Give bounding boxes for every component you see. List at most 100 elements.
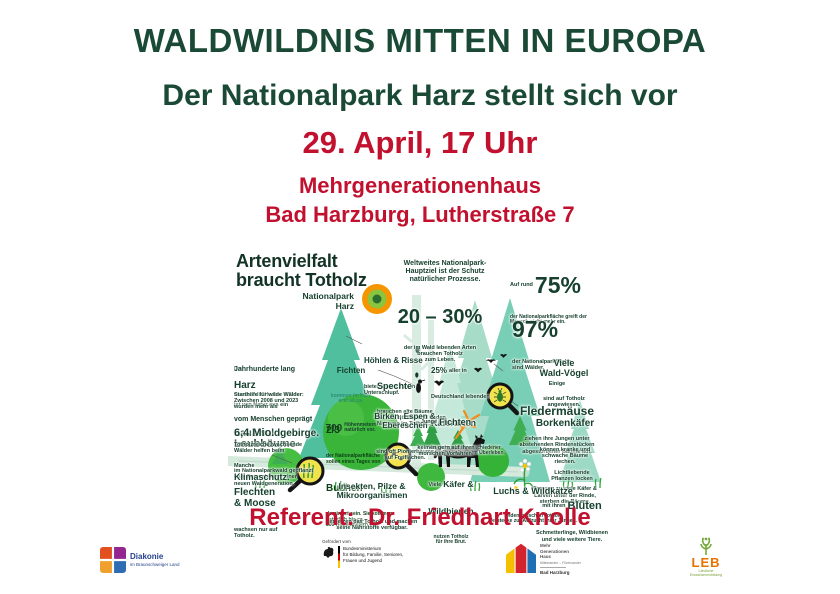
leb-name: LEB: [691, 555, 721, 570]
beech-s1: der Nationalparkfläche sollen eines Tage…: [326, 453, 381, 465]
mgh-tagline: Miteinander – Füreinander: [540, 560, 582, 565]
birds-head: Viele Wald-Vögel: [539, 357, 589, 378]
centuries-s2: und verändert.: [234, 441, 273, 448]
beech-sub: dominiert sein. Sie kommen natürlich bis…: [326, 511, 393, 529]
stat-97-value: 97%: [512, 315, 559, 342]
beetles-25-s1: aller in: [449, 368, 467, 375]
young-spruce-sub: keimen gern auf ihren morschen Vorfahren…: [417, 444, 475, 458]
label-goal: Weltweites Nationalpark- Hauptziel ist d…: [403, 260, 487, 283]
event-datetime: 29. April, 17 Uhr: [302, 125, 538, 160]
label-beech: 2/3 der Nationalparkfläche sollen eines …: [326, 407, 396, 547]
page-title: WALDWILDNIS MITTEN IN EUROPA: [133, 22, 707, 59]
birds-sub: sind auf Totholz angewiesen.: [543, 395, 585, 409]
lynx-head: Luchs & Wildkatze: [493, 485, 573, 496]
climate-pre: Totholzreiche, wachsende Wälder helfen b…: [234, 441, 303, 455]
label-harz: Der Harz ist von Natur aus ein Laubwaldg…: [234, 321, 326, 458]
diakonie-cross-icon: [100, 547, 126, 573]
bats-sub: ziehen ihre Jungen unter abstehenden Rin…: [519, 436, 595, 455]
black-red-gold-stripe: [338, 546, 340, 568]
orange-branches: [453, 409, 481, 440]
mgh-name: Mehr Generationen Haus: [540, 543, 570, 560]
label-stat-2030: 20 – 30% der im Wald lebenden Arten brau…: [380, 289, 500, 381]
diakonie-logo: Diakonie im Braunschweiger Land: [100, 547, 180, 573]
magnifier-insects-icon: [384, 442, 419, 477]
label-bees: Viele Käfer & Wildbienen nutzen Totholz …: [424, 462, 478, 564]
bats-head: Fledermäuse: [519, 403, 595, 418]
lichens-sub: wachsen nur auf Totholz.: [234, 527, 278, 540]
harz-word-3: ist von Natur aus ein: [234, 401, 289, 408]
label-pioneer: Birken, Espen & Ebereschen sind oft Pion…: [365, 395, 445, 479]
insects-head: Insekten, Pilze & Mikroorganismen: [336, 480, 408, 501]
puzzle-house-icon: [506, 543, 536, 573]
nationalpark-harz-logo: [362, 284, 392, 314]
label-lynx: Luchs & Wildkatze finden zwischen Tothol…: [480, 468, 586, 543]
label-stat-75: Auf rund 75% der Nationalparkfläche grei…: [510, 256, 610, 344]
leb-sub: Ländliche Erwachsenenbildung: [689, 569, 723, 577]
magnifier-beetle-icon: [486, 382, 520, 416]
bark-beetle-head: Borkenkäfer: [535, 417, 595, 429]
beetles-25-s2: Deutschland lebenden: [431, 393, 490, 400]
ministry-logo: Gefördert vom Bundesministerium für Bild…: [322, 539, 403, 568]
spruce-700-s1: kommen im Harz erst ab ca.: [330, 392, 371, 405]
bees-head: Käfer &: [443, 478, 474, 489]
forest-illustration: [228, 284, 602, 494]
caves-sub: bieten vielen Tieren Unterschlupf.: [364, 383, 416, 396]
harz-word-1: Der: [234, 365, 244, 372]
centuries-h2: vom Menschen geprägt: [234, 415, 313, 423]
stat-2030-caption: der im Wald lebenden Arten brauchen Toth…: [403, 344, 477, 364]
ministry-name: Bundesministerium für Bildung, Familie, …: [343, 546, 404, 563]
stat-2030-value: 20 – 30%: [397, 305, 483, 328]
leb-logo: LEB Ländliche Erwachsenenbildung: [683, 536, 729, 577]
diakonie-name: Diakonie: [130, 552, 164, 562]
label-spruce-700: Fichten kommen im Harz erst ab ca. 700 H…: [320, 349, 382, 452]
label-bats: Einige Fledermäuse ziehen ihre Jungen un…: [504, 363, 610, 473]
broadleaf-trees: [268, 394, 509, 491]
leader-lines: [271, 335, 519, 464]
stat-75-caption: der Nationalparkfläche greift der Mensch…: [510, 313, 587, 326]
planting-sub: im Nationalparkwald gepflanzt - als Same…: [234, 468, 314, 487]
bees-pre: Viele: [428, 481, 442, 488]
referent-line: Referent: Dr. Friedhart Knolle: [249, 504, 591, 531]
mgh-logo: Mehr Generationen Haus Miteinander – Für…: [506, 543, 581, 575]
funding-note: Gefördert vom: [322, 539, 351, 544]
label-climate: Totholzreiche, wachsende Wälder helfen b…: [234, 424, 314, 500]
magnifier-moss-icon: [287, 456, 325, 493]
planting-head: 6,4 Mio. Laubbäume: [234, 427, 296, 451]
label-woodpeckers: Spechte brauchen alte Bäume für ihre Höh…: [377, 363, 451, 445]
stat-75-pre: Auf rund: [510, 282, 533, 289]
event-address: Bad Harzburg, Lutherstraße 7: [265, 202, 575, 227]
spruce-700-head: Fichten: [336, 365, 366, 375]
centuries-h1: Jahrhunderte lang: [234, 365, 296, 373]
beech-value: 2/3: [326, 424, 340, 436]
label-birds: Viele Wald-Vögel sind auf Totholz angewi…: [518, 340, 610, 426]
climate-head: Klimaschutz.: [234, 472, 290, 483]
label-stat-97: 97% der Nationalparkfläche sind Wälder.: [512, 300, 612, 389]
stat-75-value: 75%: [534, 271, 581, 298]
bark-beetle-sub: können kranke und schwache Bäume riechen…: [539, 447, 591, 466]
infographic-title: Artenvielfalt braucht Totholz: [236, 251, 367, 291]
deadwood-infographic: Artenvielfalt braucht Totholz Nationalpa…: [228, 250, 612, 545]
label-beetles-25: 25% aller in Deutschland lebenden Käfera…: [431, 349, 507, 475]
lichens-head: Flechten & Moose: [234, 486, 276, 510]
label-centuries: Jahrhunderte lang wurden die Harzer Wäld…: [234, 348, 322, 466]
label-bloom: Lichtliebende Pflanzen locken mit ihren …: [534, 452, 610, 561]
leb-plant-icon: [700, 537, 712, 555]
label-insects: Insekten, Pilze & Mikroorganismen zerset…: [316, 464, 428, 549]
planting-pre: Starthilfe für wilde Wälder: Zwischen 20…: [234, 391, 304, 411]
pioneer-sub: sind oft Pionierbäume auf Freiflächen.: [376, 448, 434, 461]
caves-head: Höhlen & Risse: [364, 355, 423, 365]
centuries-s1: wurden die Harzer Wälder: [234, 391, 302, 398]
federal-eagle-icon: [323, 546, 334, 558]
mgh-city: Bad Harzburg: [540, 569, 570, 575]
beech-head: Buchen: [326, 483, 363, 495]
diakonie-region: im Braunschweiger Land: [130, 561, 180, 567]
beetles-25-sub: brauchen Holz verschiedener Zerfallsstad…: [431, 444, 505, 457]
label-planting: Starthilfe für wilde Wälder: Zwischen 20…: [234, 374, 322, 505]
young-spruce-pre: Junge: [420, 418, 438, 425]
flowers-grass: [254, 458, 602, 494]
woodpeckers-sub: brauchen alte Bäume für ihre Höhlen und …: [377, 408, 446, 428]
label-young-spruce: Junge Fichten keimen gern auf ihren mors…: [404, 399, 488, 475]
grass-tufts: [254, 477, 602, 494]
bees-sub: nutzen Totholz für ihre Brut.: [433, 533, 469, 546]
